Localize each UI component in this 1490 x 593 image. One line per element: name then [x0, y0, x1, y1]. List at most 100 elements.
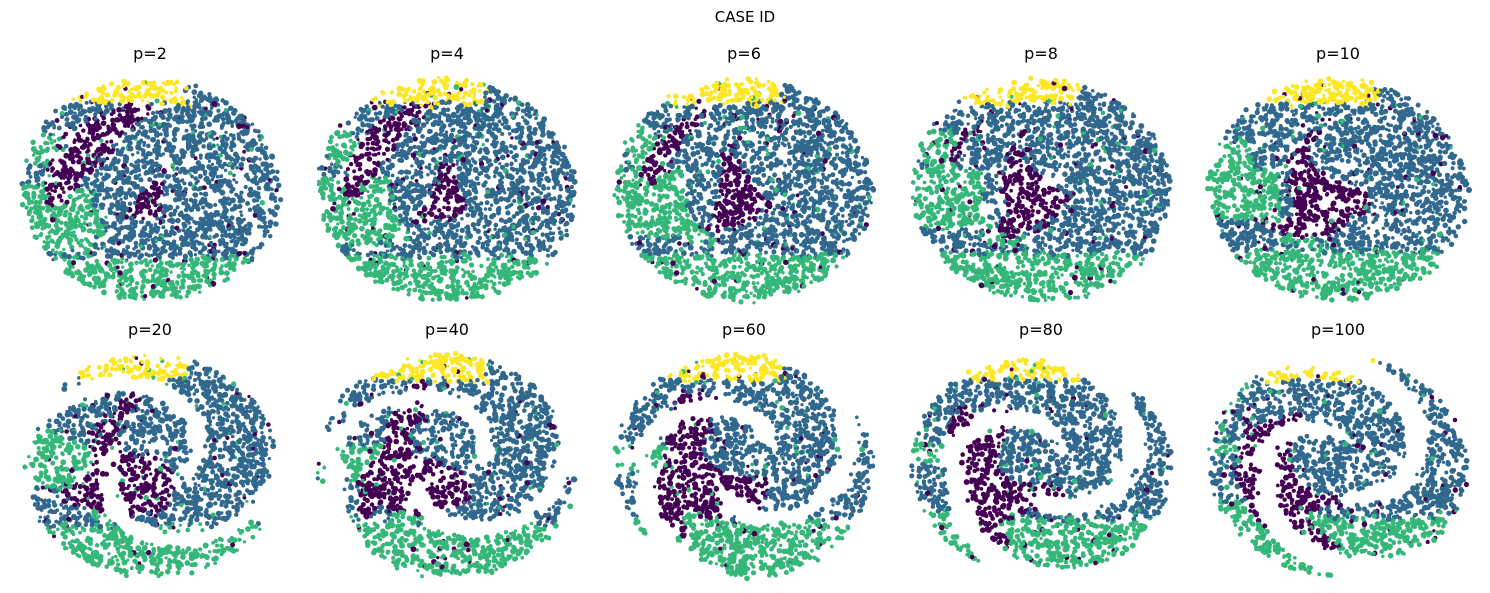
scatter-point	[142, 140, 147, 145]
scatter-point	[134, 160, 138, 165]
scatter-point	[197, 173, 203, 179]
scatter-point	[191, 269, 196, 274]
scatter-point	[195, 206, 201, 212]
scatter-point	[399, 108, 405, 113]
scatter-point	[564, 232, 570, 238]
scatter-point	[160, 88, 166, 93]
scatter-point	[53, 214, 58, 218]
scatter-point	[151, 185, 157, 191]
scatter-point	[48, 185, 53, 190]
scatter-point	[113, 250, 119, 256]
scatter-point	[201, 245, 208, 251]
scatter-point	[33, 149, 39, 155]
scatter-point	[395, 126, 402, 133]
scatter-point	[256, 224, 262, 229]
scatter-point	[47, 234, 52, 239]
scatter-point	[45, 167, 50, 172]
scatter-point	[145, 220, 151, 227]
scatter-point	[154, 98, 160, 104]
scatter-point	[166, 287, 170, 292]
scatter-point	[470, 222, 477, 228]
scatter-point	[200, 253, 207, 260]
scatter-point	[328, 187, 334, 193]
scatter-point	[87, 222, 93, 227]
scatter-point	[274, 176, 280, 182]
scatter-point	[206, 109, 212, 114]
scatter-point	[108, 266, 114, 272]
scatter-point	[481, 143, 485, 147]
scatter-point	[96, 247, 100, 251]
scatter-point	[359, 142, 364, 147]
scatter-point	[131, 252, 136, 256]
scatter-point	[71, 260, 77, 266]
scatter-point	[150, 110, 156, 116]
scatter-point	[334, 150, 340, 156]
scatter-point	[63, 152, 70, 159]
scatter-point	[541, 184, 546, 189]
scatter-point	[100, 120, 107, 126]
scatter-point	[448, 275, 454, 281]
scatter-point	[123, 178, 129, 184]
scatter-point	[569, 169, 574, 174]
scatter-point	[115, 147, 120, 153]
scatter-point	[503, 197, 508, 202]
scatter-point	[408, 217, 413, 222]
scatter-point	[110, 274, 116, 280]
scatter-point	[331, 227, 337, 232]
scatter-point	[475, 99, 481, 105]
scatter-point	[468, 209, 473, 213]
scatter-point	[250, 122, 255, 126]
scatter-point	[179, 179, 184, 183]
scatter-point	[261, 172, 266, 177]
scatter-point	[172, 168, 176, 172]
scatter-point	[136, 91, 142, 96]
scatter-point	[551, 177, 556, 181]
scatter-point	[193, 247, 197, 251]
scatter-point	[267, 219, 274, 226]
scatter-point	[195, 283, 200, 288]
scatter-point	[365, 137, 370, 142]
scatter-point	[172, 126, 179, 133]
scatter-point	[385, 164, 392, 171]
scatter-point	[153, 161, 159, 167]
scatter-point	[134, 137, 138, 141]
scatter-point	[220, 237, 226, 243]
scatter-point	[90, 269, 96, 275]
scatter-point	[110, 99, 115, 104]
scatter-point	[406, 292, 411, 297]
scatter-point	[148, 158, 155, 165]
scatter-point	[443, 235, 448, 240]
scatter-point	[239, 213, 244, 217]
scatter-point	[166, 141, 173, 148]
scatter-point	[61, 175, 66, 180]
scatter-point	[217, 152, 223, 158]
scatter-point	[176, 282, 180, 286]
scatter-point	[159, 173, 165, 178]
scatter-point	[120, 260, 124, 265]
scatter-point	[244, 258, 251, 264]
scatter-point	[477, 206, 483, 212]
scatter-point	[275, 182, 282, 189]
scatter-point	[139, 238, 144, 243]
scatter-point	[384, 266, 390, 272]
scatter-point	[101, 175, 107, 182]
scatter-point	[484, 108, 489, 113]
scatter-point	[484, 138, 490, 143]
scatter-point	[85, 261, 90, 266]
scatter-point	[493, 169, 499, 175]
scatter-point	[404, 127, 408, 132]
scatter-point	[189, 216, 194, 221]
scatter-point	[108, 240, 112, 244]
scatter-point	[349, 238, 355, 245]
scatter-point	[212, 168, 217, 173]
scatter-point	[507, 258, 512, 264]
scatter-point	[92, 97, 97, 102]
scatter-point	[52, 205, 59, 211]
scatter-point	[470, 245, 475, 249]
scatter-point	[348, 138, 353, 143]
scatter-point	[360, 201, 367, 208]
scatter-point	[163, 267, 169, 273]
scatter-point	[534, 228, 540, 233]
scatter-point	[430, 297, 435, 302]
scatter-point	[418, 227, 424, 233]
